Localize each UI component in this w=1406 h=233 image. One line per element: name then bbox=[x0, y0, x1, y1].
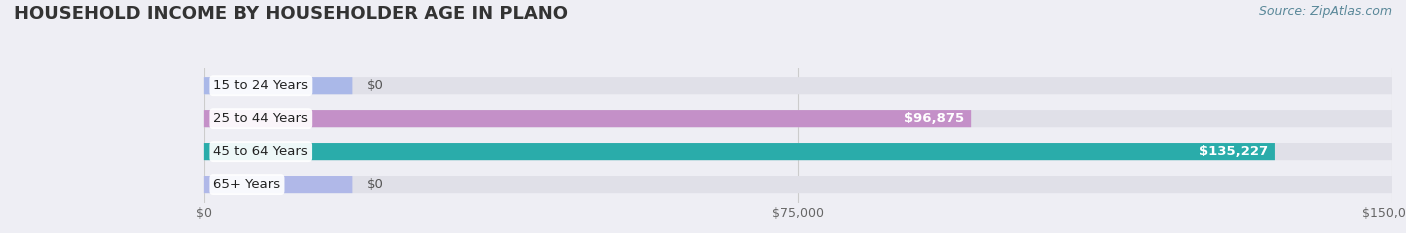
Text: Source: ZipAtlas.com: Source: ZipAtlas.com bbox=[1258, 5, 1392, 18]
Text: 45 to 64 Years: 45 to 64 Years bbox=[214, 145, 308, 158]
FancyBboxPatch shape bbox=[204, 77, 1392, 94]
Text: $0: $0 bbox=[367, 178, 384, 191]
Text: 15 to 24 Years: 15 to 24 Years bbox=[214, 79, 308, 92]
FancyBboxPatch shape bbox=[204, 110, 1392, 127]
Text: $0: $0 bbox=[367, 79, 384, 92]
FancyBboxPatch shape bbox=[204, 143, 1275, 160]
FancyBboxPatch shape bbox=[204, 143, 1392, 160]
FancyBboxPatch shape bbox=[204, 176, 353, 193]
Text: $135,227: $135,227 bbox=[1199, 145, 1268, 158]
Text: 25 to 44 Years: 25 to 44 Years bbox=[214, 112, 308, 125]
FancyBboxPatch shape bbox=[204, 176, 1392, 193]
FancyBboxPatch shape bbox=[204, 77, 353, 94]
Text: $96,875: $96,875 bbox=[904, 112, 965, 125]
Text: HOUSEHOLD INCOME BY HOUSEHOLDER AGE IN PLANO: HOUSEHOLD INCOME BY HOUSEHOLDER AGE IN P… bbox=[14, 5, 568, 23]
Text: 65+ Years: 65+ Years bbox=[214, 178, 281, 191]
FancyBboxPatch shape bbox=[204, 110, 972, 127]
